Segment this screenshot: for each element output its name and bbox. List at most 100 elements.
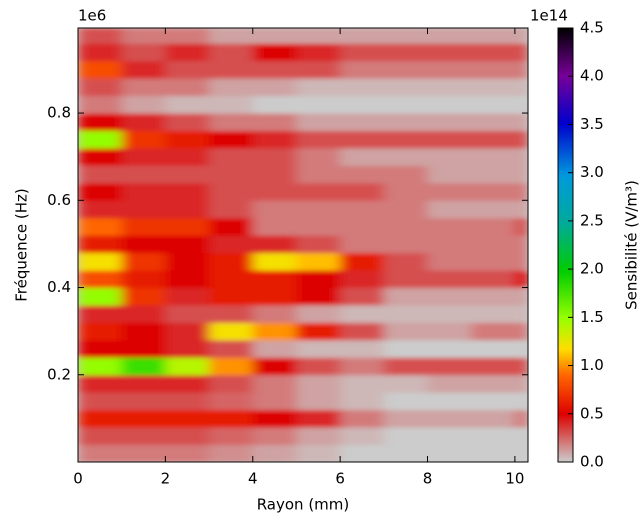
heat-cell — [78, 304, 123, 323]
heat-cell — [209, 304, 254, 323]
heat-cell — [514, 78, 528, 97]
heat-cell — [340, 200, 385, 219]
heatmap — [78, 28, 528, 462]
heat-cell — [209, 165, 254, 184]
heat-cell — [427, 444, 472, 462]
heat-cell — [383, 28, 429, 44]
heat-cell — [121, 217, 166, 236]
heat-cell — [427, 339, 472, 358]
colorbar-tick-label: 3.0 — [580, 163, 604, 181]
heat-cell — [427, 165, 472, 184]
heat-cell — [383, 147, 429, 166]
heat-cell — [340, 43, 385, 62]
heat-cell — [121, 165, 166, 184]
heat-cell — [296, 252, 341, 271]
heat-cell — [296, 357, 341, 376]
heat-cell — [514, 427, 528, 446]
heat-cell — [121, 95, 166, 114]
heat-cell — [78, 60, 123, 79]
heat-cell — [121, 200, 166, 219]
heat-cell — [252, 270, 297, 289]
heat-cell — [252, 339, 297, 358]
colorbar-tick-label: 1.5 — [580, 308, 604, 326]
heat-cell — [427, 147, 472, 166]
heat-cell — [165, 113, 210, 132]
heat-cell — [471, 217, 516, 236]
heat-cell — [296, 322, 341, 341]
heat-cell — [427, 200, 472, 219]
heat-cell — [340, 130, 385, 149]
x-tick-label: 0 — [73, 470, 83, 488]
heat-cell — [252, 28, 297, 44]
heat-cell — [78, 357, 123, 376]
heat-cell — [340, 427, 385, 446]
heat-cell — [340, 147, 385, 166]
heat-cell — [427, 374, 472, 393]
heat-cell — [165, 130, 210, 149]
heat-cell — [471, 235, 516, 254]
heat-cell — [471, 409, 516, 428]
heat-cell — [514, 235, 528, 254]
heat-cell — [427, 409, 472, 428]
x-tick-label: 8 — [423, 470, 433, 488]
heat-cell — [383, 60, 429, 79]
heat-cell — [514, 392, 528, 411]
heat-cell — [209, 374, 254, 393]
heat-cell — [514, 165, 528, 184]
heat-cell — [78, 113, 123, 132]
heat-cell — [209, 147, 254, 166]
heat-cell — [165, 322, 210, 341]
heat-cell — [209, 322, 254, 341]
heat-cell — [252, 147, 297, 166]
heat-cell — [471, 130, 516, 149]
heat-cell — [340, 60, 385, 79]
heat-cell — [78, 182, 123, 201]
heat-cell — [165, 182, 210, 201]
heat-cell — [383, 182, 429, 201]
heat-cell — [514, 287, 528, 306]
heat-cell — [165, 270, 210, 289]
heat-cell — [296, 113, 341, 132]
plot-frame — [77, 27, 529, 463]
heat-cell — [383, 113, 429, 132]
heat-cell — [514, 28, 528, 44]
y-tick-label: 0.6 — [47, 191, 71, 209]
heat-cell — [296, 95, 341, 114]
heat-cell — [514, 60, 528, 79]
heat-cell — [296, 304, 341, 323]
heat-cell — [514, 357, 528, 376]
y-tick-label: 0.2 — [47, 365, 71, 383]
heat-cell — [383, 427, 429, 446]
heat-cell — [296, 60, 341, 79]
heat-cell — [340, 95, 385, 114]
heat-cell — [383, 392, 429, 411]
heat-cell — [252, 409, 297, 428]
colorbar-tick-label: 1.0 — [580, 356, 604, 374]
heat-cell — [209, 28, 254, 44]
heat-cell — [165, 60, 210, 79]
heat-cell — [514, 182, 528, 201]
heat-cell — [252, 78, 297, 97]
heat-cell — [471, 304, 516, 323]
heat-cell — [340, 28, 385, 44]
heat-cell — [427, 427, 472, 446]
heat-cell — [471, 339, 516, 358]
heat-cell — [471, 322, 516, 341]
heat-cell — [427, 235, 472, 254]
heat-cell — [514, 130, 528, 149]
heat-cell — [383, 217, 429, 236]
heat-cell — [252, 374, 297, 393]
heat-cell — [514, 339, 528, 358]
heat-cell — [296, 374, 341, 393]
heat-cell — [121, 113, 166, 132]
heat-cell — [471, 182, 516, 201]
colorbar-tick-label: 4.0 — [580, 67, 604, 85]
heat-cell — [121, 339, 166, 358]
heat-cell — [252, 200, 297, 219]
heat-cell — [121, 304, 166, 323]
heat-cell — [78, 322, 123, 341]
heat-cell — [340, 182, 385, 201]
heat-cell — [340, 304, 385, 323]
heat-cell — [471, 357, 516, 376]
heat-cell — [78, 200, 123, 219]
